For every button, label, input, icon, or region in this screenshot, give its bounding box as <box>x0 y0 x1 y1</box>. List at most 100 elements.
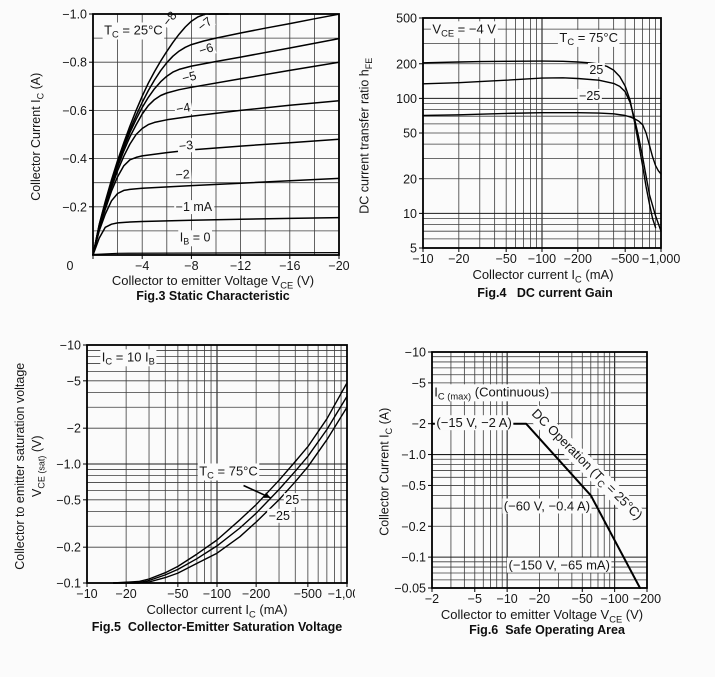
fig5-y-tick: −5 <box>67 374 81 388</box>
fig6-annotation-0: IC (max) (Continuous) <box>432 384 551 402</box>
fig6-caption: Fig.6 Safe Operating Area <box>469 623 625 637</box>
fig6-annotation-1: (−15 V, −2 A) <box>434 415 514 431</box>
fig4-y-tick: 5 <box>410 242 417 256</box>
fig4-y-tick: 100 <box>396 92 417 106</box>
svg-text:−1 mA: −1 mA <box>176 200 213 214</box>
fig4-series-tc-75c <box>422 60 657 229</box>
fig4-y-axis-label: DC current transfer ratio hFE <box>356 21 378 251</box>
svg-text:−7: −7 <box>195 14 215 34</box>
fig3-annotation-7: −2 <box>173 167 192 183</box>
fig3-y-axis-label: Collector Current IC (A) <box>28 16 50 257</box>
fig5-grid <box>87 345 347 583</box>
fig5-annotation-2: 25 <box>283 493 301 508</box>
fig5-x-tick: −20 <box>116 587 137 601</box>
fig6-y-axis-label-line1: Collector Current IC (A) <box>377 407 394 536</box>
svg-text:−2: −2 <box>175 167 190 182</box>
svg-text:IC = 10 IB: IC = 10 IB <box>102 349 155 366</box>
fig5-y-tick: −0.2 <box>56 541 81 555</box>
fig4-y-tick: 500 <box>396 12 417 26</box>
fig6-y-tick: −10 <box>405 346 426 360</box>
fig4-tick-labels: −10 −20 −50 −100 −200 −500 −1,000 500 200 100 50 20… <box>396 12 680 267</box>
svg-text:−25: −25 <box>269 509 290 523</box>
fig3-series-ib-2-ma <box>92 177 340 256</box>
fig4-x-tick: −200 <box>564 252 592 266</box>
fig4-x-tick: −500 <box>611 252 639 266</box>
fig4-x-tick: −50 <box>496 252 517 266</box>
fig3-x-axis-label: Collector to emitter Voltage VCE (V) <box>111 273 315 291</box>
fig3-annotation-9: IB = 0 <box>178 230 212 247</box>
fig6-y-tick: −2 <box>412 417 426 431</box>
fig3-annotation-6: −3 <box>176 137 196 154</box>
fig3-annotation-5: −4 <box>173 99 194 117</box>
fig4-annotation-3: −25 <box>577 88 602 103</box>
fig3-x-tick: −4 <box>135 259 149 273</box>
fig3-annotation-8: −1 mA <box>174 200 215 215</box>
fig5-x-tick: −10 <box>76 587 97 601</box>
fig5-x-axis-label: Collector current IC (mA) <box>146 602 288 620</box>
fig3-annotation-0: TC = 25°C <box>102 22 165 40</box>
fig3-caption: Fig.3 Static Characteristic <box>136 289 290 303</box>
svg-text:(−15 V, −2 A): (−15 V, −2 A) <box>436 415 511 430</box>
fig4-series-tc-25c <box>422 111 662 175</box>
fig4-y-tick: 10 <box>403 207 417 221</box>
fig5-tick-labels: −10 −20 −50 −100 −200 −500 −1,000 −10 −5 −2 −1.0 −0… <box>56 339 355 602</box>
figure-static-characteristic: TC = 25°C −8 −7 −6 −5 −4 −3 −2 −1 mA IB = 0 0 −4 −8 −… <box>0 0 355 312</box>
fig3-series-ib-3-ma <box>92 138 340 256</box>
fig3-y-tick: −1.0 <box>62 8 87 22</box>
fig6-annotation-3: (−60 V, −0.4 A) <box>502 498 592 514</box>
fig6-y-tick: −0.5 <box>401 479 426 493</box>
fig5-series-tc-25c <box>112 395 348 584</box>
fig5-y-axis-label-line1: Collector to emitter saturation voltage <box>12 362 27 570</box>
fig4-grid <box>423 18 661 248</box>
fig5-x-tick: −50 <box>167 587 188 601</box>
fig5-y-tick: −10 <box>60 339 81 353</box>
fig5-x-tick: −100 <box>203 587 231 601</box>
fig5-y-axis-label-line2: VCE (sat) (V) <box>29 435 47 498</box>
fig3-x-tick: −8 <box>184 259 198 273</box>
fig5-arrow-0 <box>243 484 271 499</box>
fig6-x-tick: −2 <box>425 592 439 606</box>
fig3-y-tick: −0.6 <box>62 104 87 118</box>
fig4-annotation-2: 25 <box>587 63 605 77</box>
fig6-y-tick: −0.2 <box>401 520 426 534</box>
fig3-x-tick: −16 <box>279 259 300 273</box>
fig3-annotation-2: −7 <box>193 13 217 35</box>
fig4-y-tick: 20 <box>403 172 417 186</box>
svg-text:−6: −6 <box>197 40 215 58</box>
fig5-y-tick: −0.5 <box>56 493 81 507</box>
svg-text:VCE = −4 V: VCE = −4 V <box>432 21 496 38</box>
fig6-annotation-4: (−150 V, −65 mA) <box>507 557 612 573</box>
fig5-y-tick: −0.1 <box>56 577 81 591</box>
fig6-x-tick: −50 <box>572 592 593 606</box>
fig5-series-tc-25c <box>112 406 348 584</box>
fig5-annotation-0: IC = 10 IB <box>100 349 157 367</box>
svg-text:−25: −25 <box>579 89 600 103</box>
fig6-y-tick: −1.0 <box>401 448 426 462</box>
fig3-annotation-4: −5 <box>179 68 200 86</box>
fig3-x-tick: −20 <box>328 259 349 273</box>
fig5-y-tick: −1.0 <box>56 458 81 472</box>
fig3-plot: TC = 25°C −8 −7 −6 −5 −4 −3 −2 −1 mA IB = 00 −4 −8 −… <box>62 8 349 274</box>
fig6-y-axis-label: Collector Current IC (A) <box>376 354 398 590</box>
fig6-y-tick: −0.05 <box>394 582 426 596</box>
fig4-x-tick: −10 <box>412 252 433 266</box>
fig6-x-tick: −200 <box>633 592 661 606</box>
fig4-x-tick: −100 <box>528 252 556 266</box>
fig6-plot: IC (max) (Continuous)(−15 V, −2 A) DC Ope… <box>394 346 661 607</box>
fig3-y-tick: −0.2 <box>62 200 87 214</box>
svg-text:25: 25 <box>589 63 603 77</box>
fig5-x-tick: −500 <box>294 587 322 601</box>
fig3-series-ib-4-ma <box>92 100 340 256</box>
svg-text:−3: −3 <box>178 138 194 153</box>
svg-text:25: 25 <box>285 493 299 507</box>
figure-safe-operating-area: IC (max) (Continuous) (−15 V, −2 A) DC Ope… <box>355 330 715 677</box>
figure-dc-current-gain: VCE = −4 V TC = 75°C 25 −25 −10 −20 −50 −100 −20… <box>355 0 715 312</box>
svg-text:(−150 V, −65 mA): (−150 V, −65 mA) <box>509 558 610 573</box>
fig5-caption: Fig.5 Collector-Emitter Saturation Volta… <box>91 620 343 634</box>
fig5-y-tick: −2 <box>67 422 81 436</box>
fig3-plot-border <box>92 13 340 256</box>
svg-text:TC = 75°C: TC = 75°C <box>199 464 258 481</box>
svg-text:IC (max) (Continuous): IC (max) (Continuous) <box>434 384 549 401</box>
fig3-x-tick: −12 <box>230 259 251 273</box>
